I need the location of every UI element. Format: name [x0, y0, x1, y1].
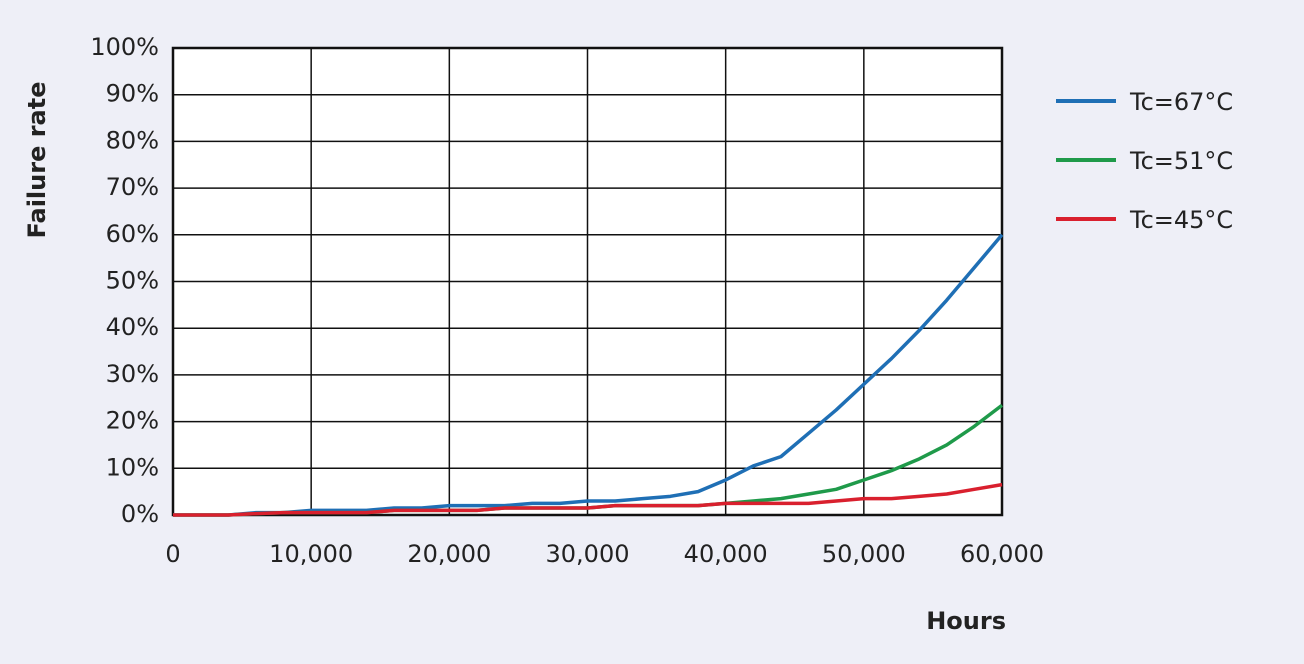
legend-label: Tc=51°C: [1129, 147, 1233, 175]
y-tick-label: 30%: [106, 360, 159, 388]
x-tick-label: 50,000: [822, 540, 906, 568]
x-axis-label: Hours: [926, 607, 1006, 635]
y-tick-label: 10%: [106, 453, 159, 481]
x-tick-label: 20,000: [407, 540, 491, 568]
y-tick-label: 60%: [106, 220, 159, 248]
y-tick-label: 100%: [90, 33, 159, 61]
y-tick-label: 70%: [106, 173, 159, 201]
x-tick-label: 30,000: [546, 540, 630, 568]
data-line: [173, 233, 1004, 517]
legend-label: Tc=45°C: [1129, 206, 1233, 234]
plot-border: [171, 46, 1004, 517]
y-tick-label: 80%: [106, 126, 159, 154]
legend-label: Tc=67°C: [1129, 88, 1233, 116]
x-tick-label: 40,000: [684, 540, 768, 568]
x-tick-label: 0: [165, 540, 180, 568]
x-tick-label: 60,000: [960, 540, 1044, 568]
y-tick-label: 20%: [106, 407, 159, 435]
y-tick-label: 0%: [121, 500, 159, 528]
y-tick-label: 40%: [106, 313, 159, 341]
data-line: [173, 482, 1003, 517]
x-tick-label: 10,000: [269, 540, 353, 568]
y-tick-label: 50%: [106, 267, 159, 295]
y-tick-label: 90%: [106, 80, 159, 108]
y-axis-label: Failure rate: [23, 82, 51, 239]
